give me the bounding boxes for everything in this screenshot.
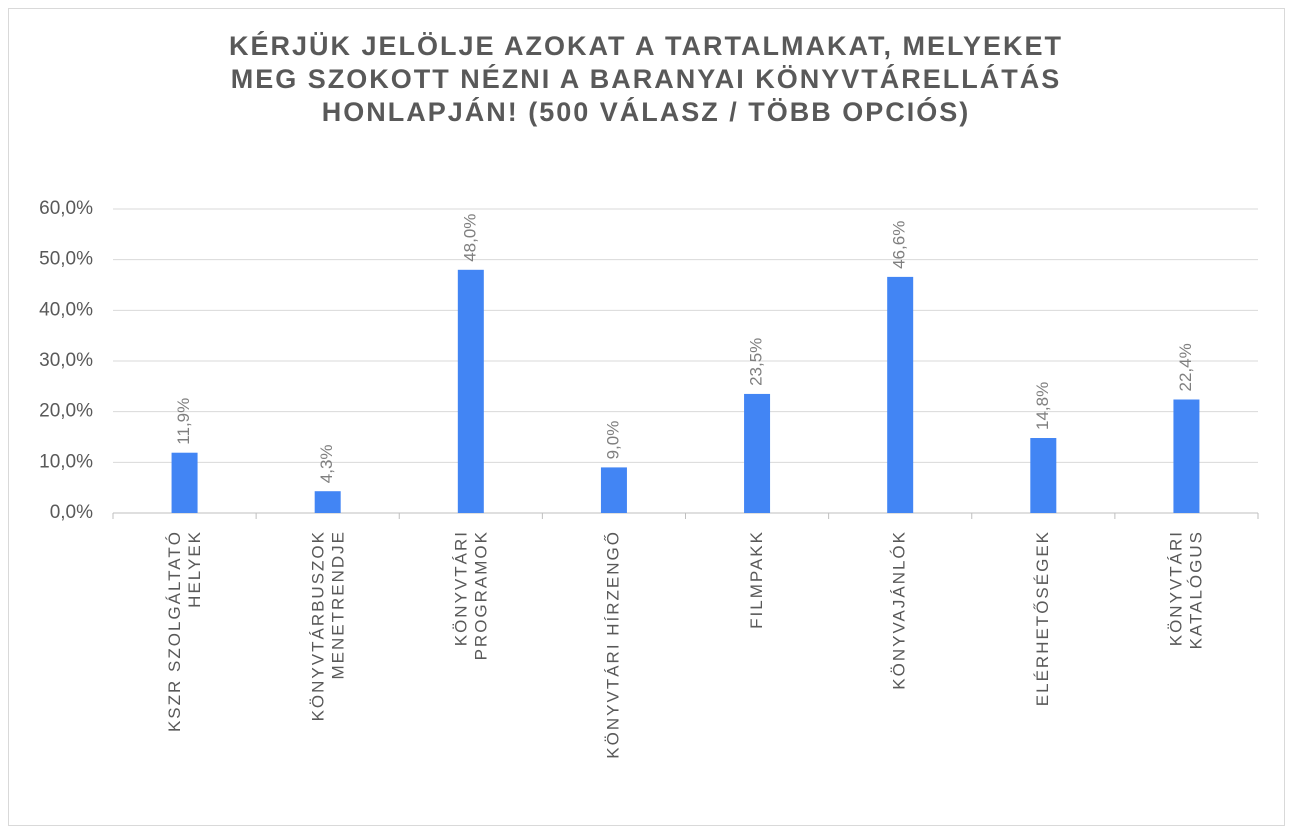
x-tick-label: KÖNYVTÁRI HÍRZENGŐ	[603, 530, 623, 759]
x-tick-label: KÖNYVAJÁNLÓK	[889, 530, 909, 690]
bar	[1030, 438, 1057, 513]
x-tick-label: KÖNYVTÁRI PROGRAMOK	[451, 530, 491, 661]
data-label: 4,3%	[317, 444, 336, 483]
y-tick-label: 10,0%	[39, 451, 93, 472]
y-tick-label: 50,0%	[39, 249, 93, 270]
bar	[744, 393, 771, 513]
y-tick-label: 20,0%	[39, 401, 93, 422]
x-tick-label: FILMPAKK	[746, 530, 766, 629]
data-label: 9,0%	[603, 421, 622, 460]
x-tick-label: KÖNYVTÁRBUSZOK MENETRENDJE	[308, 530, 348, 722]
bar	[887, 276, 914, 513]
x-tick-label: KÖNYVTÁRI KATALÓGUS	[1166, 530, 1206, 650]
y-tick-label: 40,0%	[39, 299, 93, 320]
bar	[600, 467, 627, 513]
chart-border	[8, 8, 1285, 826]
chart-title: KÉRJÜK JELÖLJE AZOKAT A TARTALMAKAT, MEL…	[228, 31, 1064, 127]
y-tick-label: 60,0%	[39, 198, 93, 219]
bar	[1173, 399, 1200, 513]
bar	[171, 452, 198, 513]
data-label: 23,5%	[747, 338, 766, 386]
data-label: 14,8%	[1033, 382, 1052, 430]
x-tick-label: ELÉRHETŐSÉGEK	[1033, 530, 1053, 707]
data-label: 11,9%	[174, 398, 193, 445]
data-label: 22,4%	[1176, 343, 1195, 391]
y-tick-label: 0,0%	[50, 502, 93, 523]
x-tick-label: KSZR SZOLGÁLTATÓ HELYEK	[164, 530, 204, 733]
y-tick-label: 30,0%	[39, 350, 93, 371]
bar	[314, 491, 341, 513]
data-label: 48,0%	[460, 214, 479, 262]
data-label: 46,6%	[890, 221, 909, 269]
bar	[457, 269, 484, 513]
